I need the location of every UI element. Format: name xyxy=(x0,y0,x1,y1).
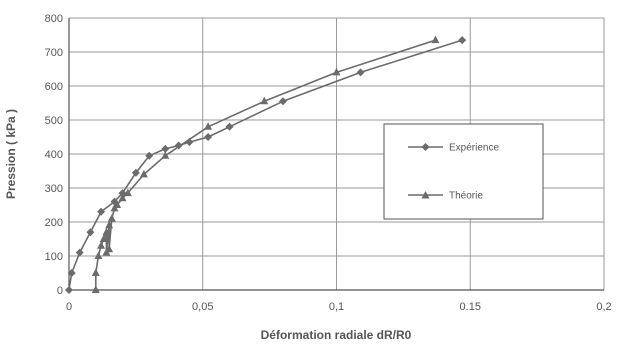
x-tick-label: 0 xyxy=(66,301,72,313)
legend-box xyxy=(383,123,544,220)
x-tick-label: 0,2 xyxy=(596,301,611,313)
data-point-experience xyxy=(145,151,154,160)
data-point-theorie xyxy=(161,151,170,159)
data-point-theorie xyxy=(113,200,122,208)
y-tick-label: 200 xyxy=(45,217,63,229)
y-tick-label: 100 xyxy=(45,251,63,263)
data-point-theorie xyxy=(99,234,108,242)
y-tick-label: 800 xyxy=(45,13,63,25)
data-point-theorie xyxy=(91,268,100,276)
data-point-experience xyxy=(65,286,73,294)
data-point-theorie xyxy=(105,220,114,229)
data-point-theorie xyxy=(204,122,213,130)
data-point-theorie xyxy=(123,188,132,197)
data-point-experience xyxy=(356,68,365,77)
y-axis-title: Pression ( kPa ) xyxy=(4,109,18,199)
legend: Expérience Théorie xyxy=(383,123,544,220)
data-point-experience xyxy=(279,97,287,106)
data-point-experience xyxy=(225,122,234,131)
y-tick-label: 400 xyxy=(45,149,63,161)
legend-label-experience: Expérience xyxy=(449,143,499,154)
x-tick-label: 0.15 xyxy=(460,301,481,313)
data-point-theorie xyxy=(102,227,111,236)
y-tick-label: 600 xyxy=(45,81,63,93)
data-point-theorie xyxy=(332,67,341,76)
axis-layer: 0 100 200 300 400 500 600 700 800 0 0,05 0,1 0.15 0,2 xyxy=(45,13,612,313)
x-tick-label: 0,05 xyxy=(192,301,213,313)
data-point-experience xyxy=(458,36,467,45)
data-point-theorie xyxy=(94,251,103,259)
data-point-theorie xyxy=(260,96,269,105)
data-point-experience xyxy=(204,133,213,141)
data-point-theorie xyxy=(139,169,148,178)
data-point-experience xyxy=(161,144,170,153)
data-point-theorie xyxy=(107,214,116,222)
x-tick-label: 0,1 xyxy=(329,301,344,313)
data-point-experience xyxy=(131,168,140,177)
data-point-experience xyxy=(67,269,76,277)
series-layer xyxy=(65,35,467,294)
data-point-experience xyxy=(86,228,95,237)
data-point-theorie xyxy=(105,244,114,253)
data-point-theorie xyxy=(431,35,440,44)
data-point-theorie xyxy=(97,241,106,249)
legend-marker-theorie xyxy=(421,191,430,199)
legend-label-theorie: Théorie xyxy=(449,191,483,202)
data-point-experience xyxy=(97,207,106,216)
x-axis-title: Déformation radiale dR/R0 xyxy=(261,328,412,342)
data-point-theorie xyxy=(91,285,100,293)
data-point-theorie xyxy=(118,193,127,202)
data-point-experience xyxy=(75,248,84,257)
y-tick-label: 0 xyxy=(57,285,63,297)
y-tick-label: 700 xyxy=(45,47,63,59)
legend-marker-experience xyxy=(421,143,430,151)
y-tick-label: 500 xyxy=(45,115,63,127)
y-tick-label: 300 xyxy=(45,183,63,195)
